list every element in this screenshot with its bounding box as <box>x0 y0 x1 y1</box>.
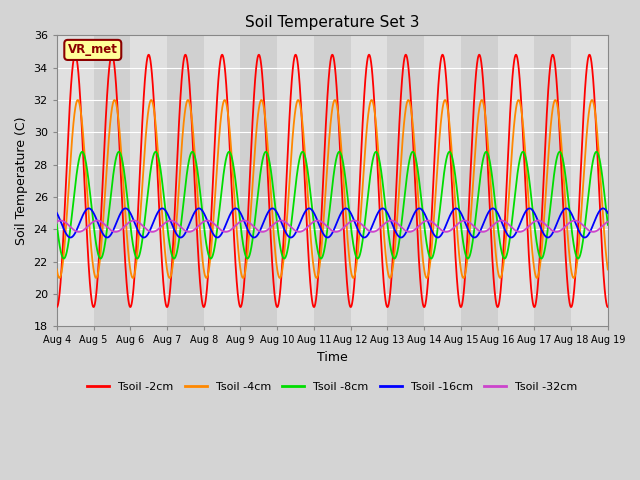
Bar <box>204 36 241 326</box>
Tsoil -2cm <box>312 298 319 304</box>
Y-axis label: Soil Temperature (C): Soil Temperature (C) <box>15 117 28 245</box>
Bar <box>498 36 534 326</box>
Tsoil -4cm <box>312 275 320 280</box>
Tsoil -2cm <box>604 304 612 310</box>
Tsoil -4cm <box>129 275 137 281</box>
Tsoil -8cm <box>445 149 453 155</box>
Tsoil -8cm <box>488 167 495 173</box>
Tsoil -16cm <box>379 205 387 211</box>
Tsoil -32cm <box>604 219 612 225</box>
Line: Tsoil -32cm: Tsoil -32cm <box>57 220 608 232</box>
Tsoil -32cm <box>456 219 463 225</box>
Tsoil -16cm <box>53 210 61 216</box>
Tsoil -16cm <box>456 208 464 214</box>
Tsoil -32cm <box>497 217 505 223</box>
Line: Tsoil -4cm: Tsoil -4cm <box>57 100 608 278</box>
Bar <box>424 36 461 326</box>
Line: Tsoil -2cm: Tsoil -2cm <box>57 55 608 307</box>
Tsoil -16cm <box>488 206 495 212</box>
Bar <box>241 36 277 326</box>
Tsoil -16cm <box>604 210 612 216</box>
Tsoil -4cm <box>53 266 61 272</box>
Tsoil -32cm <box>604 219 611 225</box>
Tsoil -8cm <box>456 213 463 218</box>
Tsoil -2cm <box>456 302 463 308</box>
Title: Soil Temperature Set 3: Soil Temperature Set 3 <box>245 15 420 30</box>
Tsoil -8cm <box>426 253 433 259</box>
Tsoil -4cm <box>604 266 612 272</box>
Tsoil -4cm <box>147 97 155 103</box>
Tsoil -4cm <box>604 263 611 269</box>
Bar <box>277 36 314 326</box>
Tsoil -16cm <box>312 214 319 219</box>
Tsoil -2cm <box>604 303 611 309</box>
Tsoil -2cm <box>487 233 495 239</box>
Tsoil -2cm <box>72 52 79 58</box>
Line: Tsoil -8cm: Tsoil -8cm <box>57 152 608 259</box>
Tsoil -32cm <box>53 219 61 225</box>
Tsoil -32cm <box>487 224 495 230</box>
Bar <box>571 36 608 326</box>
Tsoil -32cm <box>312 218 319 224</box>
Tsoil -4cm <box>152 126 160 132</box>
Tsoil -16cm <box>426 222 433 228</box>
Legend: Tsoil -2cm, Tsoil -4cm, Tsoil -8cm, Tsoil -16cm, Tsoil -32cm: Tsoil -2cm, Tsoil -4cm, Tsoil -8cm, Tsoi… <box>83 378 582 396</box>
Tsoil -16cm <box>152 214 159 219</box>
Tsoil -2cm <box>152 138 160 144</box>
Tsoil -8cm <box>53 222 61 228</box>
Bar <box>461 36 498 326</box>
Bar <box>314 36 351 326</box>
Tsoil -32cm <box>479 229 487 235</box>
Tsoil -8cm <box>604 217 611 223</box>
Tsoil -32cm <box>152 228 159 234</box>
Tsoil -32cm <box>426 218 433 224</box>
Bar <box>351 36 387 326</box>
Tsoil -16cm <box>360 235 368 240</box>
Bar <box>131 36 167 326</box>
Bar <box>93 36 131 326</box>
Tsoil -4cm <box>426 265 433 271</box>
Tsoil -8cm <box>312 236 319 241</box>
Tsoil -2cm <box>53 304 61 310</box>
Tsoil -4cm <box>488 189 495 195</box>
Text: VR_met: VR_met <box>68 43 118 57</box>
Tsoil -8cm <box>604 222 612 228</box>
Tsoil -8cm <box>464 256 472 262</box>
Tsoil -2cm <box>426 258 433 264</box>
Tsoil -8cm <box>152 149 159 155</box>
Tsoil -16cm <box>604 209 611 215</box>
Line: Tsoil -16cm: Tsoil -16cm <box>57 208 608 238</box>
Bar <box>57 36 93 326</box>
X-axis label: Time: Time <box>317 351 348 364</box>
Bar <box>534 36 571 326</box>
Bar <box>167 36 204 326</box>
Bar <box>387 36 424 326</box>
Tsoil -4cm <box>456 260 464 265</box>
